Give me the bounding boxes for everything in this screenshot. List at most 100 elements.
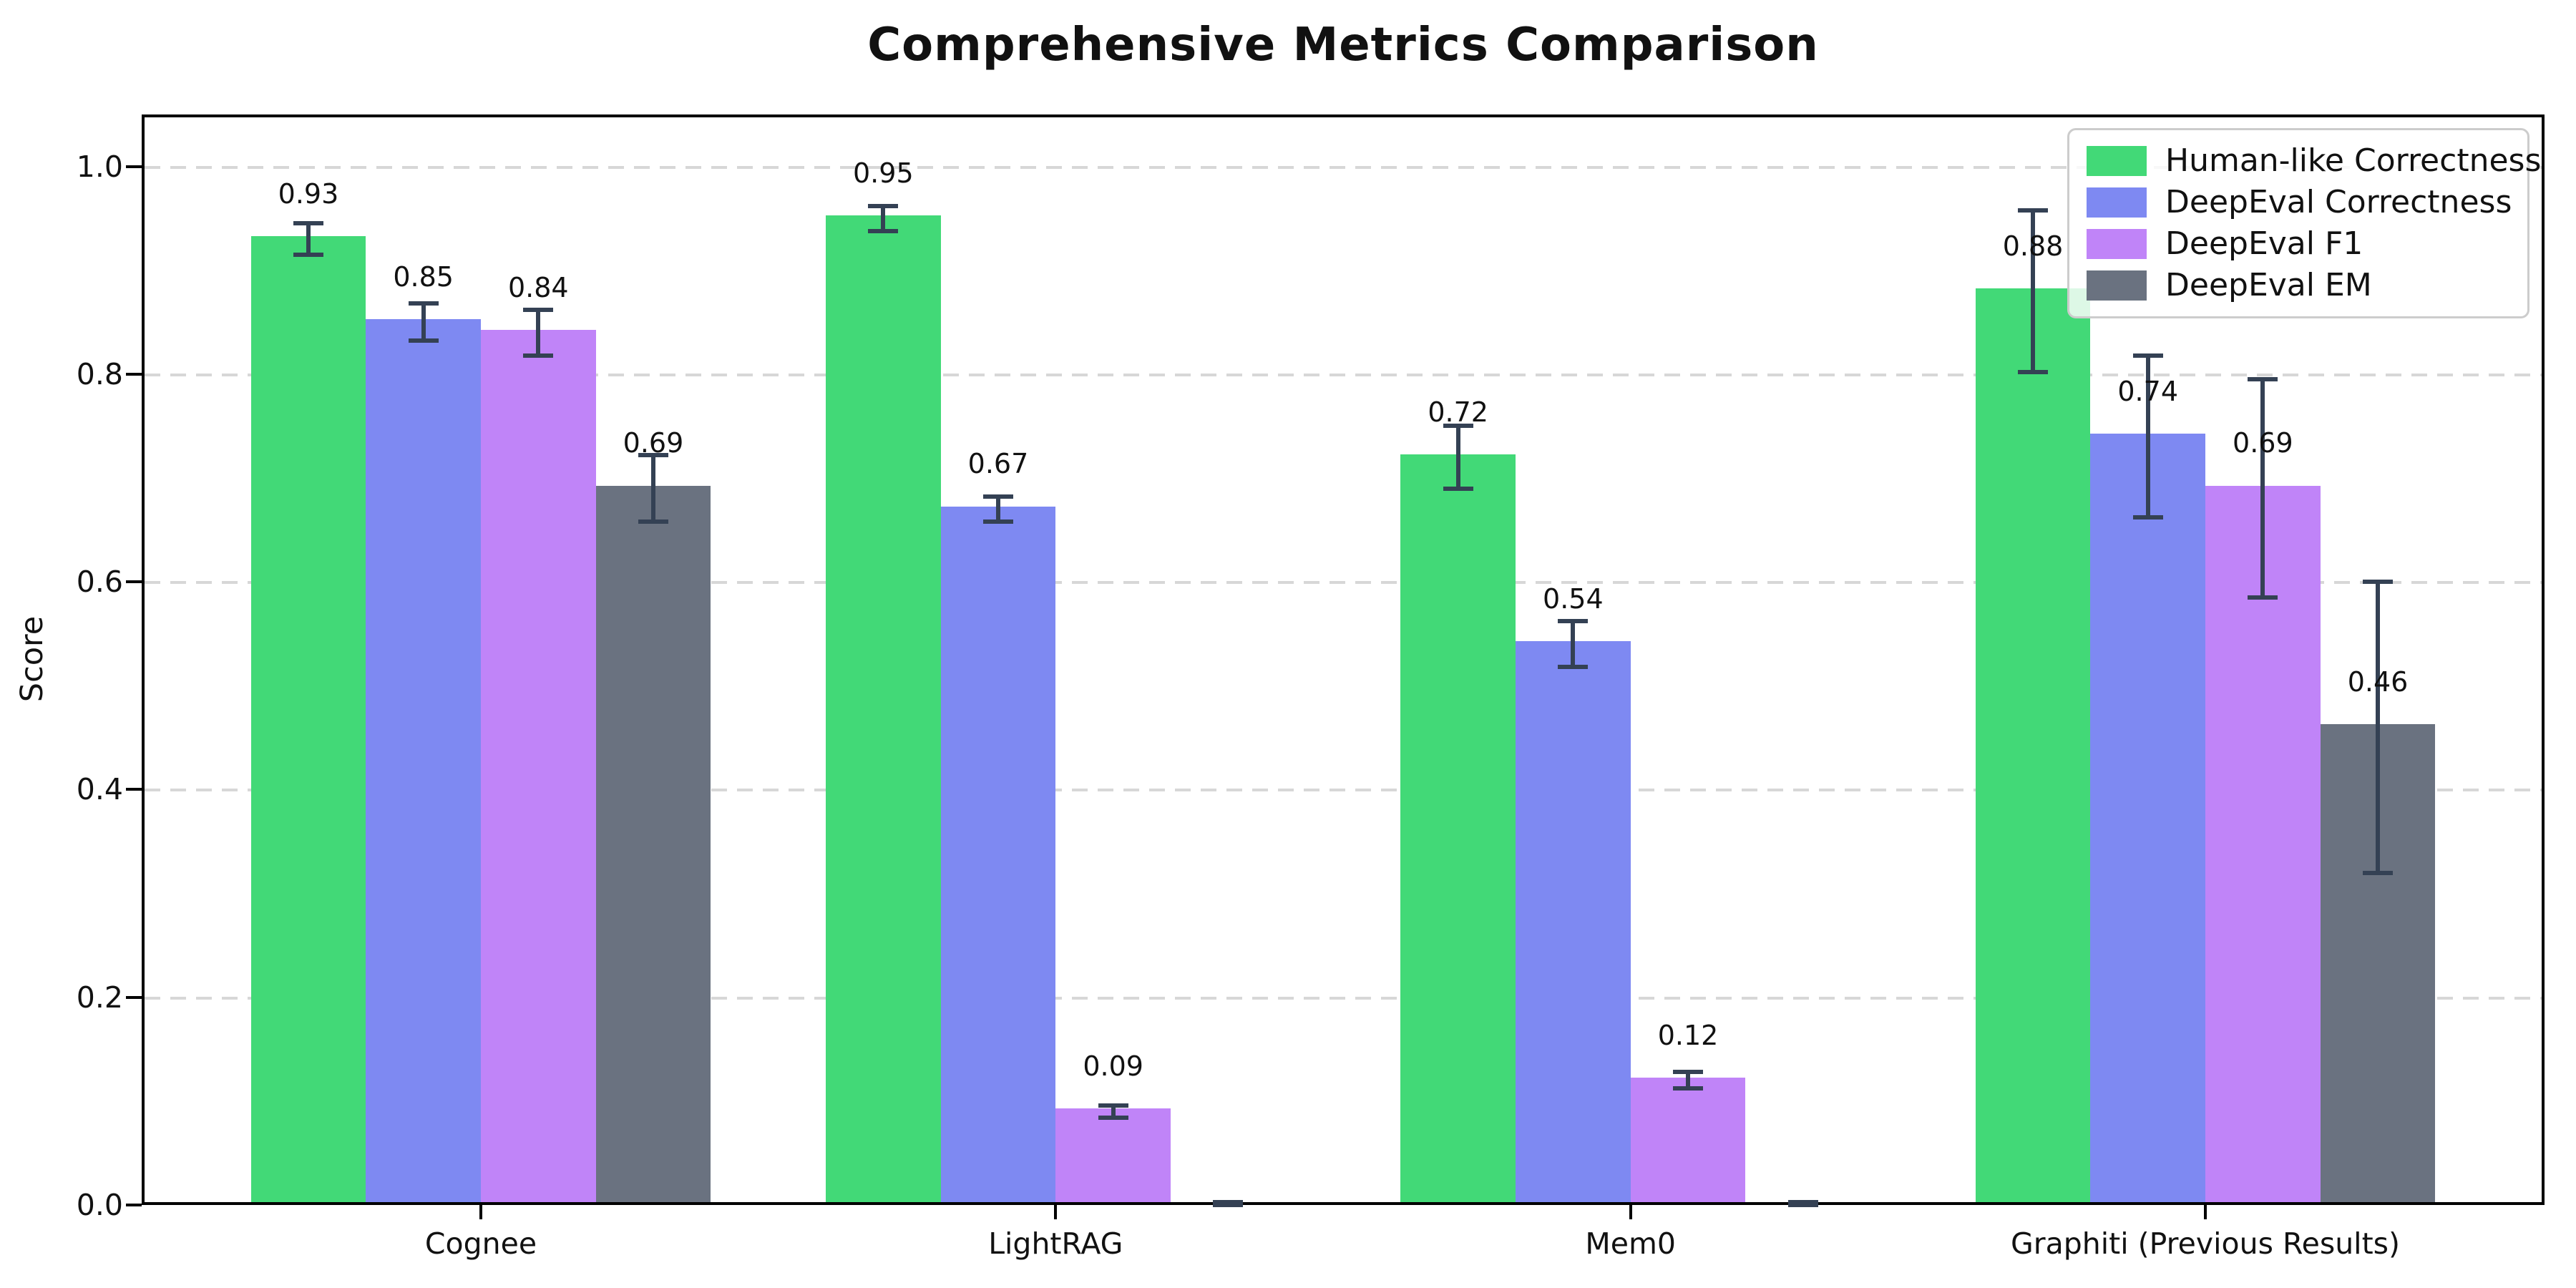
gridline	[145, 996, 2542, 1000]
bar-value-label: 0.09	[1083, 1050, 1143, 1083]
gridline	[145, 789, 2542, 792]
error-bar-line	[1111, 1105, 1116, 1118]
error-bar-cap	[2132, 515, 2163, 520]
y-tick	[126, 788, 142, 791]
error-bar-line	[995, 497, 1000, 522]
bar-value-label: 0.84	[507, 271, 569, 303]
y-tick-label: 0.8	[76, 356, 123, 391]
error-bar-line	[306, 223, 311, 255]
error-bar-line	[421, 303, 426, 341]
error-bar-cap	[1787, 1199, 1818, 1204]
legend-swatch	[2087, 229, 2147, 259]
bar-value-label: 0.69	[623, 427, 684, 459]
bar	[1975, 288, 2091, 1202]
y-tick	[126, 580, 142, 584]
y-tick	[126, 165, 142, 168]
error-bar-cap	[2248, 377, 2278, 382]
error-bar-cap	[523, 307, 554, 312]
x-tick-label: Graphiti (Previous Results)	[2011, 1226, 2401, 1261]
bar	[366, 319, 481, 1202]
gridline	[145, 165, 2542, 169]
bar	[1630, 1077, 1746, 1202]
legend-item: DeepEval EM	[2087, 270, 2510, 301]
error-bar-cap	[1213, 1199, 1244, 1204]
bar-value-label: 0.72	[1428, 396, 1488, 428]
error-bar-cap	[2018, 369, 2049, 374]
error-bar-cap	[1558, 619, 1589, 624]
bar-value-label: 0.88	[2002, 230, 2064, 262]
error-bar-cap	[2248, 595, 2278, 600]
x-tick	[479, 1205, 482, 1219]
bar-value-label: 0.74	[2117, 375, 2178, 407]
error-bar-cap	[1787, 1203, 1818, 1207]
bar	[250, 236, 366, 1202]
y-tick-label: 1.0	[76, 149, 123, 184]
x-tick	[1629, 1205, 1632, 1219]
bar	[1400, 454, 1516, 1202]
legend-label: DeepEval EM	[2165, 267, 2372, 303]
y-tick	[126, 372, 142, 376]
error-bar-line	[2260, 379, 2265, 597]
error-bar-cap	[2018, 208, 2049, 213]
error-bar-line	[2031, 210, 2036, 372]
error-bar-line	[2145, 355, 2150, 518]
error-bar-line	[1686, 1072, 1690, 1089]
legend-swatch	[2087, 187, 2147, 218]
error-bar-cap	[1558, 665, 1589, 670]
bar-value-label: 0.46	[2347, 666, 2409, 698]
x-tick-label: Cognee	[424, 1226, 537, 1261]
y-tick	[126, 995, 142, 999]
bar	[480, 329, 596, 1202]
bar-value-label: 0.69	[2233, 427, 2293, 459]
error-bar-cap	[868, 203, 899, 208]
error-bar-cap	[2363, 580, 2394, 585]
x-tick	[2204, 1205, 2207, 1219]
chart-title: Comprehensive Metrics Comparison	[867, 19, 1819, 72]
error-bar-cap	[2132, 353, 2163, 358]
bar-value-label: 0.67	[967, 448, 1029, 480]
legend-label: DeepEval F1	[2165, 225, 2363, 262]
bar-value-label: 0.95	[853, 157, 914, 189]
error-bar-line	[881, 205, 886, 231]
error-bar-line	[1455, 426, 1460, 489]
bar-value-label: 0.12	[1657, 1019, 1719, 1051]
y-tick	[126, 1204, 142, 1206]
error-bar-cap	[2363, 870, 2394, 875]
bar	[1055, 1108, 1171, 1202]
legend-item: DeepEval F1	[2087, 228, 2510, 260]
error-bar-cap	[1443, 486, 1473, 491]
error-bar-cap	[523, 353, 554, 358]
y-tick-label: 0.0	[76, 1188, 123, 1222]
x-tick-label: LightRAG	[988, 1226, 1123, 1261]
bar-value-label: 0.54	[1543, 583, 1604, 615]
error-bar-cap	[982, 494, 1013, 499]
error-bar-line	[650, 455, 655, 522]
error-bar-cap	[1673, 1086, 1703, 1091]
bar	[825, 215, 941, 1202]
legend-swatch	[2087, 146, 2147, 176]
bar	[595, 485, 711, 1202]
error-bar-cap	[1098, 1116, 1128, 1121]
bar	[1516, 641, 1631, 1202]
error-bar-cap	[408, 301, 439, 306]
gridline	[145, 373, 2542, 376]
error-bar-cap	[408, 338, 439, 343]
error-bar-cap	[293, 221, 323, 226]
legend-label: Human-like Correctness	[2165, 142, 2542, 179]
error-bar-cap	[1213, 1203, 1244, 1207]
legend-item: Human-like Correctness	[2087, 145, 2541, 177]
x-tick	[1054, 1205, 1058, 1219]
error-bar-line	[1571, 621, 1576, 668]
bar-value-label: 0.85	[393, 261, 454, 293]
error-bar-cap	[1443, 424, 1473, 429]
error-bar-cap	[293, 252, 323, 257]
error-bar-cap	[982, 519, 1013, 524]
bar	[2205, 485, 2321, 1202]
y-tick-label: 0.4	[76, 772, 123, 807]
bar-value-label: 0.93	[278, 177, 339, 210]
error-bar-cap	[1673, 1070, 1703, 1075]
bar	[2090, 433, 2205, 1202]
legend-item: DeepEval Correctness	[2087, 187, 2512, 218]
error-bar-cap	[1098, 1103, 1128, 1108]
